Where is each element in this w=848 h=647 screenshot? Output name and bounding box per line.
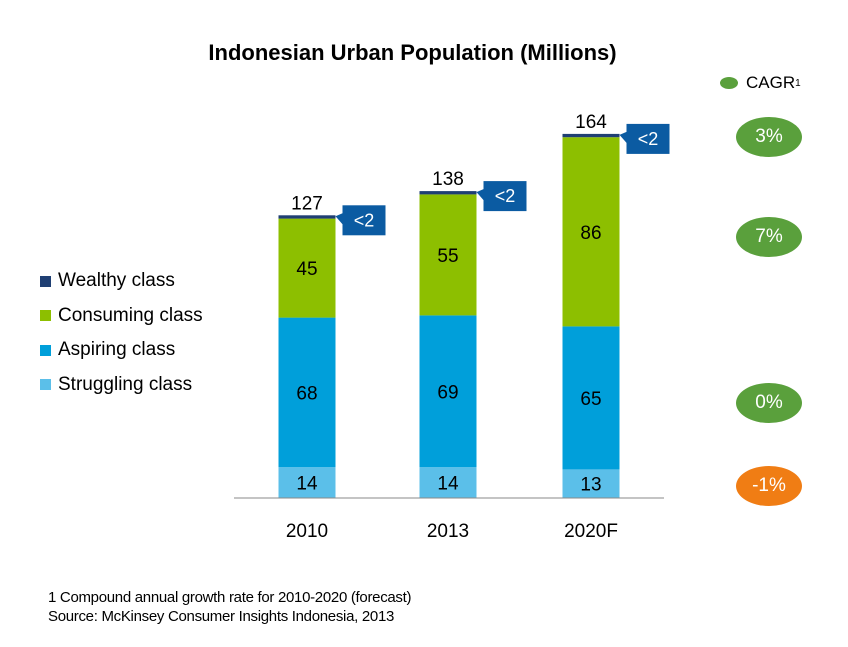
footnote-cagr-definition: 1 Compound annual growth rate for 2010-2…	[48, 589, 412, 606]
callout-label-2010: <2	[354, 210, 375, 230]
legend-swatch-struggling	[40, 379, 51, 391]
value-label-consuming-class-2013: 55	[437, 246, 458, 267]
footnote-source: Source: McKinsey Consumer Insights Indon…	[48, 608, 395, 625]
value-label-struggling-class-2020f: 13	[580, 475, 601, 496]
value-label-aspiring-class-2013: 69	[437, 382, 458, 403]
cagr-badge-consuming: 7%	[736, 217, 802, 257]
value-label-struggling-class-2010: 14	[296, 474, 318, 495]
cagr-badge-wealthy: 3%	[736, 117, 802, 157]
footnote: 1 Compound annual growth rate for 2010-2…	[48, 588, 412, 626]
legend-item-aspiring: Aspiring class	[40, 333, 203, 368]
callout-label-2020f: <2	[638, 129, 659, 149]
cagr-legend-label: CAGR	[746, 73, 796, 92]
bar-segment-struggling-class-2013	[419, 467, 477, 498]
total-label-2013: 138	[432, 169, 464, 190]
value-label-consuming-class-2010: 45	[296, 259, 317, 280]
bar-segment-consuming-class-2010	[278, 218, 336, 318]
callout-box-2010	[342, 205, 386, 236]
legend-item-wealthy: Wealthy class	[40, 264, 203, 299]
bar-segment-aspiring-class-2020f	[562, 326, 620, 470]
bar-segment-wealthy-class-2020f	[562, 133, 620, 138]
callout-box-2020f	[626, 123, 670, 154]
value-label-consuming-class-2020f: 86	[580, 223, 601, 244]
legend-swatch-aspiring	[40, 344, 51, 356]
chart-legend: Wealthy class Consuming class Aspiring c…	[40, 264, 203, 402]
bar-segment-wealthy-class-2013	[419, 191, 477, 195]
callout-label-2013: <2	[495, 186, 516, 206]
cagr-badge-struggling: -1%	[736, 466, 802, 506]
bar-segment-struggling-class-2010	[278, 467, 336, 498]
value-label-aspiring-class-2010: 68	[296, 383, 317, 404]
callout-pointer-2020f	[619, 131, 627, 143]
bar-segment-wealthy-class-2010	[278, 215, 336, 219]
legend-item-consuming: Consuming class	[40, 299, 203, 334]
x-tick-label-2020f: 2020F	[564, 521, 618, 542]
cagr-legend: CAGR 1	[720, 73, 801, 93]
bar-segment-struggling-class-2020f	[562, 469, 620, 498]
callout-pointer-2010	[335, 213, 343, 225]
cagr-badge-aspiring: 0%	[736, 383, 802, 423]
legend-label-wealthy: Wealthy class	[58, 270, 175, 292]
legend-swatch-wealthy	[40, 275, 51, 287]
total-label-2020f: 164	[575, 112, 607, 133]
x-tick-label-2010: 2010	[286, 521, 328, 542]
legend-item-struggling: Struggling class	[40, 368, 203, 403]
x-tick-label-2013: 2013	[427, 521, 469, 542]
bar-segment-consuming-class-2013	[419, 194, 477, 316]
callout-pointer-2013	[476, 189, 484, 201]
legend-label-consuming: Consuming class	[58, 304, 203, 326]
total-label-2010: 127	[291, 193, 323, 214]
bar-segment-aspiring-class-2010	[278, 317, 336, 468]
legend-label-aspiring: Aspiring class	[58, 339, 176, 361]
cagr-legend-dot	[720, 77, 738, 89]
legend-swatch-consuming	[40, 310, 51, 322]
bar-segment-aspiring-class-2013	[419, 315, 477, 468]
callout-box-2013	[483, 181, 527, 212]
chart-title: Indonesian Urban Population (Millions)	[208, 40, 617, 65]
legend-label-struggling: Struggling class	[58, 373, 193, 395]
cagr-footnote-marker: 1	[795, 77, 801, 89]
value-label-aspiring-class-2020f: 65	[580, 389, 601, 410]
value-label-struggling-class-2013: 14	[437, 474, 459, 495]
bar-segment-consuming-class-2020f	[562, 137, 620, 327]
